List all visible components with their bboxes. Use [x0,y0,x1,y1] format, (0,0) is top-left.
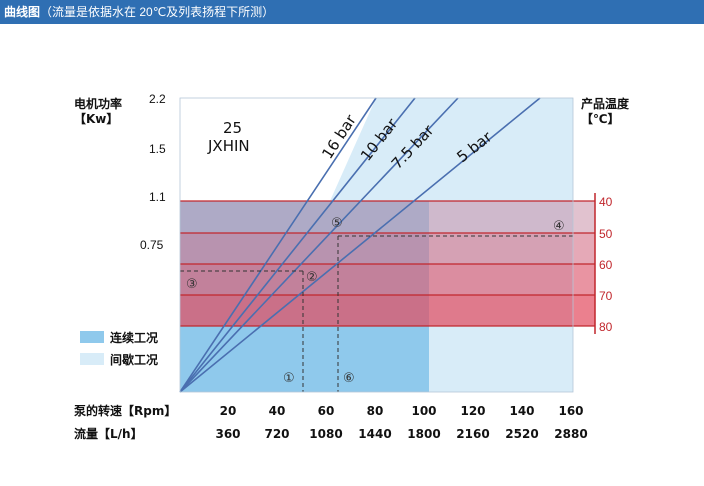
annotation-2: ② [306,270,318,285]
x-axis-flow-label: 流量【L/h】 [74,426,143,441]
x-tick-rpm: 160 [558,404,583,418]
left-tick-1-5: 1.5 [149,142,166,156]
right-axis-label-2: 【℃】 [581,111,620,126]
x-tick-labels: 20 40 60 80 100 120 140 160 360 720 1080 1440 1800 21… [215,404,587,441]
left-tick-2-2: 2.2 [149,92,166,106]
temperature-bands [180,193,596,334]
left-axis-label-2: 【Kw】 [74,111,118,126]
right-tick-50: 50 [599,227,613,241]
guide-lines [180,235,573,392]
x-tick-rpm: 120 [460,404,485,418]
x-tick-rpm: 100 [411,404,436,418]
annotation-6: ⑥ [343,371,355,386]
x-tick-rpm: 60 [318,404,335,418]
x-axis-rpm-label: 泵的转速【Rpm】 [74,403,176,418]
left-axis-label-1: 电机功率 [74,96,122,111]
right-axis-label-1: 产品温度 [581,96,630,111]
annotation-1: ① [283,371,295,386]
x-tick-flow: 1800 [407,427,440,441]
plot-frame [179,97,574,393]
band-70-80 [180,295,595,326]
right-tick-40: 40 [599,195,613,209]
x-tick-flow: 2520 [505,427,538,441]
left-tick-1-1: 1.1 [149,190,166,204]
band-40-50 [180,201,595,233]
band-50-60 [180,233,595,264]
pressure-curves [179,97,541,393]
x-tick-flow: 2160 [456,427,489,441]
right-tick-80: 80 [599,320,613,334]
model-name: JXHIN [207,137,250,155]
curve-10-bar [179,97,416,393]
x-tick-flow: 1080 [309,427,342,441]
annotation-3: ③ [186,277,198,292]
left-tick-0-75: 0.75 [140,238,164,252]
x-tick-flow: 360 [215,427,240,441]
annotation-5: ⑤ [331,216,343,231]
x-tick-rpm: 20 [220,404,237,418]
x-tick-flow: 1440 [358,427,391,441]
annotation-4: ④ [553,219,565,234]
right-tick-60: 60 [599,258,613,272]
header-bar: 曲线图（流量是依据水在 20℃及列表扬程下所测） [0,0,704,24]
x-tick-rpm: 80 [367,404,384,418]
legend-intermittent-label: 间歇工况 [110,352,158,367]
curve-5-bar [179,97,541,393]
curve-7-5-bar [179,97,459,393]
x-tick-flow: 720 [264,427,289,441]
band-60-70 [180,264,595,295]
x-tick-rpm: 140 [509,404,534,418]
curve-16-bar [179,97,377,393]
x-tick-flow: 2880 [554,427,587,441]
upper-white-area [180,98,376,201]
model-number: 25 [223,119,242,137]
legend-intermittent-swatch [80,353,104,365]
x-tick-rpm: 40 [269,404,286,418]
header-title: 曲线图 [4,5,41,19]
legend-continuous-swatch [80,331,104,343]
right-tick-70: 70 [599,289,613,303]
header-subtitle: （流量是依据水在 20℃及列表扬程下所测） [40,5,275,19]
legend-continuous-label: 连续工况 [110,330,158,345]
header-text: 曲线图（流量是依据水在 20℃及列表扬程下所测） [4,4,274,20]
